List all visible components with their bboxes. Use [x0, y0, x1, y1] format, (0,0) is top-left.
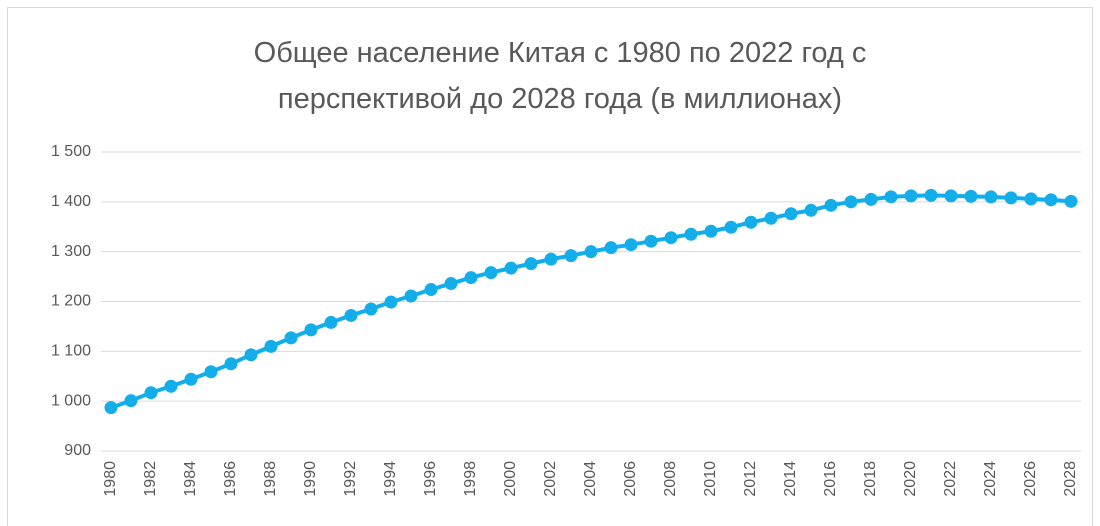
point-marker — [164, 379, 178, 393]
x-tick-label: 2010 — [702, 461, 719, 497]
chart-title: перспективой до 2028 года (в миллионах) — [278, 83, 842, 115]
point-marker — [284, 331, 298, 345]
x-tick-label: 2006 — [622, 461, 639, 497]
x-tick-label: 2026 — [1022, 461, 1039, 497]
point-marker — [1064, 194, 1078, 208]
point-marker — [664, 231, 678, 245]
point-marker — [204, 365, 218, 379]
y-tick-label: 1 100 — [51, 343, 91, 360]
x-tick-label: 1996 — [422, 461, 439, 497]
point-marker — [604, 241, 618, 255]
x-tick-label: 1984 — [182, 461, 199, 497]
x-tick-label: 2002 — [542, 461, 559, 497]
x-tick-label: 2008 — [662, 461, 679, 497]
point-marker — [944, 189, 958, 203]
point-marker — [644, 234, 658, 248]
chart-title: Общее население Китая с 1980 по 2022 год… — [254, 37, 867, 69]
point-marker — [924, 188, 938, 202]
point-marker — [784, 207, 798, 221]
x-tick-label: 1994 — [382, 461, 399, 497]
point-marker — [404, 289, 418, 303]
point-marker — [564, 249, 578, 263]
point-marker — [704, 224, 718, 238]
x-tick-label: 2012 — [742, 461, 759, 497]
point-marker — [444, 277, 458, 291]
point-marker — [524, 257, 538, 271]
x-tick-label: 1988 — [262, 461, 279, 497]
x-tick-label: 2016 — [822, 461, 839, 497]
point-marker — [344, 308, 358, 322]
point-marker — [804, 203, 818, 217]
x-tick-label: 2022 — [942, 461, 959, 497]
point-marker — [844, 195, 858, 209]
point-marker — [1044, 193, 1058, 207]
point-marker — [624, 238, 638, 252]
point-marker — [584, 245, 598, 259]
point-marker — [244, 348, 258, 362]
x-tick-label: 1992 — [342, 461, 359, 497]
y-tick-label: 1 400 — [51, 193, 91, 210]
y-tick-label: 1 000 — [51, 392, 91, 409]
chart-border — [7, 7, 1093, 526]
point-marker — [824, 198, 838, 212]
x-tick-label: 1982 — [142, 461, 159, 497]
point-marker — [684, 227, 698, 241]
x-tick-label: 2028 — [1062, 461, 1079, 497]
x-tick-label: 2004 — [582, 461, 599, 497]
point-marker — [744, 215, 758, 229]
point-marker — [964, 189, 978, 203]
x-tick-label: 2000 — [502, 461, 519, 497]
point-marker — [104, 401, 118, 415]
point-marker — [484, 266, 498, 280]
point-marker — [544, 252, 558, 266]
point-marker — [984, 190, 998, 204]
point-marker — [184, 372, 198, 386]
point-marker — [124, 394, 138, 408]
point-marker — [724, 220, 738, 234]
point-marker — [864, 192, 878, 206]
point-marker — [764, 211, 778, 225]
point-marker — [424, 283, 438, 297]
point-marker — [1024, 192, 1038, 206]
x-tick-label: 1990 — [302, 461, 319, 497]
y-tick-label: 900 — [64, 442, 91, 459]
x-tick-label: 2018 — [862, 461, 879, 497]
x-tick-label: 1986 — [222, 461, 239, 497]
x-tick-label: 2020 — [902, 461, 919, 497]
point-marker — [144, 386, 158, 400]
point-marker — [324, 315, 338, 329]
y-tick-label: 1 200 — [51, 293, 91, 310]
x-tick-label: 1998 — [462, 461, 479, 497]
point-marker — [504, 261, 518, 275]
point-marker — [384, 295, 398, 309]
y-tick-label: 1 300 — [51, 243, 91, 260]
point-marker — [364, 302, 378, 316]
x-tick-label: 2024 — [982, 461, 999, 497]
y-tick-label: 1 500 — [51, 143, 91, 160]
x-tick-label: 2014 — [782, 461, 799, 497]
x-tick-label: 1980 — [102, 461, 119, 497]
point-marker — [1004, 191, 1018, 205]
point-marker — [904, 189, 918, 203]
point-marker — [304, 323, 318, 337]
point-marker — [884, 190, 898, 204]
point-marker — [264, 339, 278, 353]
point-marker — [464, 271, 478, 285]
point-marker — [224, 357, 238, 371]
